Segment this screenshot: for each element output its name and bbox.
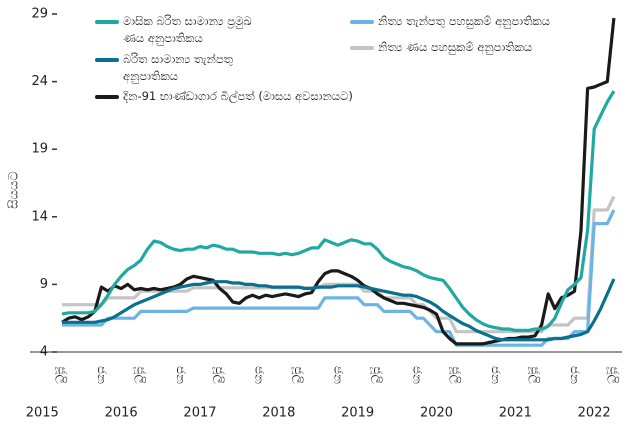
year-label: 2017 — [183, 406, 216, 421]
legend-label: දින-91 භාණ්ඩාගාර බිල්පත් (මාසය අවසානයට) — [123, 89, 353, 103]
legend-swatch — [350, 46, 374, 50]
year-label: 2021 — [499, 406, 532, 421]
x-tick-label: ජූලි — [133, 366, 148, 383]
y-tick-label: 24 — [31, 74, 48, 89]
year-label: 2015 — [26, 406, 59, 421]
y-tick-label: 14 — [31, 209, 48, 224]
x-tick-label: ජන — [253, 366, 267, 384]
y-tick-label: 9 — [40, 277, 48, 292]
legend-label: බරිත සාමාන්‍ය තැන්පතු අනුපාතිකය — [123, 52, 233, 83]
legend-swatch — [95, 20, 119, 24]
x-tick-label: ජන — [95, 366, 109, 384]
series-line — [61, 17, 616, 346]
year-label: 2020 — [420, 406, 453, 421]
y-axis-label: සියයට — [7, 171, 22, 208]
legend-swatch — [95, 95, 119, 99]
x-tick-label: ජූලි — [212, 366, 227, 383]
x-tick-label: ජූලි — [370, 366, 385, 383]
y-tick-label: 4 — [40, 345, 48, 360]
legend-label: නිත්‍ය තැන්පතු පහසුකම් අනුපාතිකය — [378, 14, 551, 28]
legend-swatch — [95, 58, 119, 62]
year-label: 2018 — [262, 406, 295, 421]
x-tick-label: ජන — [489, 366, 503, 384]
x-tick-label: ජන — [174, 366, 188, 384]
legend-label: මාසික බරිත සාමාන්‍ය ප්‍රමුඛ ණය අනුපාතිකය — [123, 14, 252, 45]
y-tick-label: 29 — [31, 7, 48, 22]
series-line — [62, 278, 616, 342]
x-tick-label: ජන — [568, 366, 582, 384]
y-tick-label: 19 — [31, 142, 48, 157]
legend-swatch — [350, 20, 374, 24]
x-tick-label: ජූලි — [291, 366, 306, 383]
x-tick-label: ජූලි — [528, 366, 543, 383]
series-line — [62, 209, 616, 347]
year-label: 2016 — [105, 406, 138, 421]
x-tick-label: ජූලි — [449, 366, 464, 383]
series-line — [61, 90, 616, 332]
x-tick-label: ජන — [331, 366, 345, 384]
x-tick-label: ජූලි — [55, 366, 70, 383]
x-tick-label: ජන — [410, 366, 424, 384]
legend-label: නිත්‍ය ණය පහසුකම් අනුපාතිකය — [378, 40, 533, 54]
x-tick-label: ජූලි — [606, 366, 621, 383]
year-label: 2022 — [578, 406, 611, 421]
year-label: 2019 — [341, 406, 374, 421]
